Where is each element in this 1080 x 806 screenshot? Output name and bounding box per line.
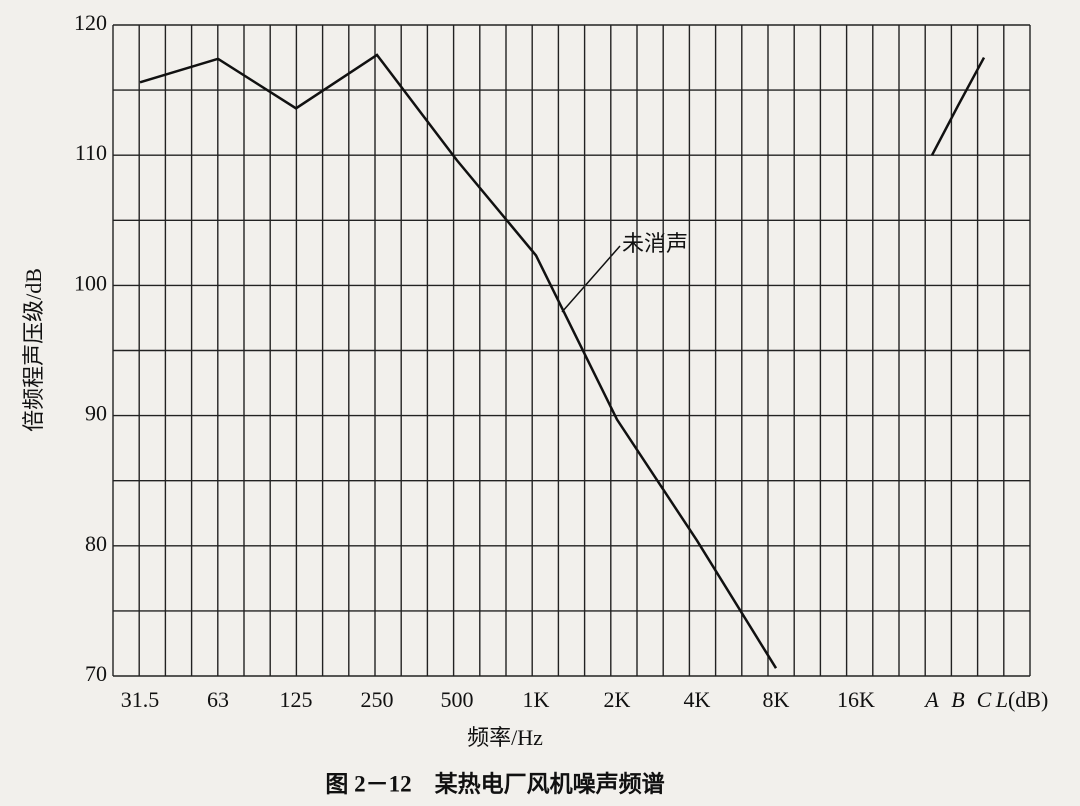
- x-tick-label: A: [923, 687, 939, 712]
- x-tick-label: 250: [361, 687, 394, 712]
- x-tick-label: 500: [441, 687, 474, 712]
- x-tick-label: 8K: [763, 687, 790, 712]
- x-tick-label: 63: [207, 687, 229, 712]
- x-tick-label: 16K: [837, 687, 875, 712]
- x-tick-label: C: [977, 687, 992, 712]
- data-line: [139, 53, 778, 669]
- x-tick-label: B: [951, 687, 964, 712]
- chart-title: 图 2－12 某热电厂风机噪声频谱: [325, 770, 664, 796]
- x-tick-label: 125: [280, 687, 313, 712]
- y-tick-label: 80: [85, 531, 107, 556]
- x-tick-label: 31.5: [121, 687, 160, 712]
- y-tick-label: 120: [74, 10, 107, 35]
- y-tick-label: 90: [85, 401, 107, 426]
- y-tick-label: 70: [85, 661, 107, 686]
- annotation: 未消声: [622, 231, 688, 256]
- x-tick-label: 4K: [684, 687, 711, 712]
- x-tick-label: 1K: [523, 687, 550, 712]
- x-axis-label: 频率/Hz: [467, 725, 543, 750]
- y-axis-label: 倍频程声压级/dB: [21, 268, 46, 432]
- x-tick-label: L(dB): [995, 687, 1049, 712]
- y-tick-label: 100: [74, 270, 107, 295]
- data-line: [930, 56, 986, 156]
- y-tick-label: 110: [75, 140, 107, 165]
- x-tick-label: 2K: [604, 687, 631, 712]
